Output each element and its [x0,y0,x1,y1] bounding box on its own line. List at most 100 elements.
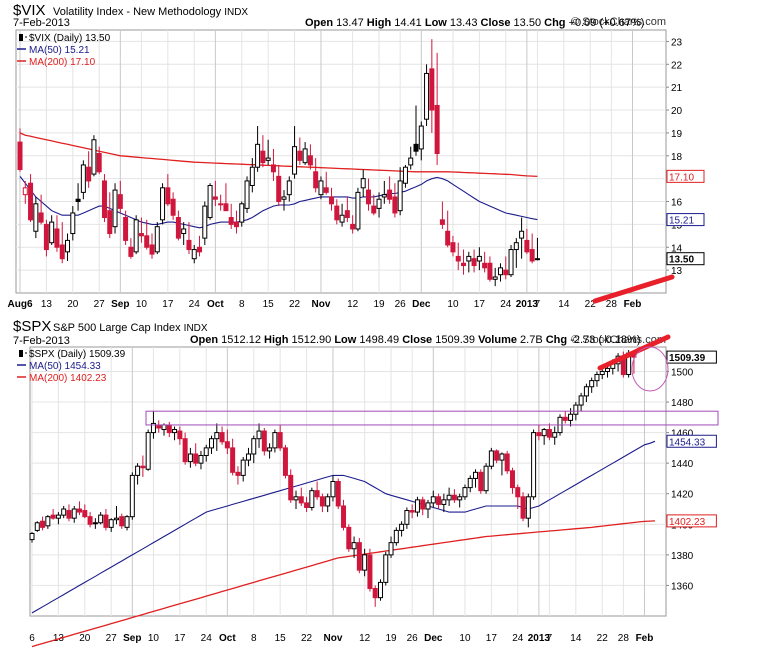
candle-body [251,438,257,455]
candle [49,215,55,245]
candle-body [408,157,414,166]
candle [393,527,399,546]
candle [325,493,331,513]
y-tick-label: 19 [671,129,683,140]
candle [402,164,408,188]
candle-body [330,481,336,498]
candle-body [573,404,579,415]
candle [519,217,525,259]
y-tick-label: 1500 [671,367,694,378]
candle-body [309,490,315,508]
candle-body [392,196,398,214]
candle-body [281,196,287,200]
x-tick-label: 14 [570,633,582,644]
candle-body [420,499,426,510]
candle [50,509,56,520]
candle [128,238,134,259]
candle [212,180,218,207]
candle-body [256,430,262,440]
y-tick-label: 14 [671,243,683,254]
candle [101,174,107,223]
candle [223,183,229,212]
candle-body [409,510,415,513]
price-tag-label: 1509.39 [669,353,706,364]
candle-body [261,430,267,452]
legend-label: MA(50) 1454.33 [29,361,101,372]
quote-high-value: 14.41 [394,17,425,29]
candle [87,512,93,528]
legend-entry: $SPX (Daily) 1509.39 [19,349,126,360]
candle-body [50,514,56,519]
candle-body [108,519,114,528]
candle-body [92,522,98,525]
candle [38,194,44,225]
candle-body [413,143,419,152]
candle [562,411,568,424]
candle-body [434,104,440,154]
candle-body [140,465,146,469]
candle-body [212,196,218,200]
candle [219,426,225,445]
candle [209,435,215,454]
candle [70,206,76,241]
candle-body [40,520,46,528]
candle [260,135,266,168]
candle-body [55,514,61,519]
candle [455,242,461,271]
candle [371,194,377,216]
candle [478,469,484,494]
candle [483,463,489,494]
candle-body [292,146,298,175]
candle-body [508,249,514,276]
candle-body [228,217,234,225]
candle-body [214,432,220,440]
candle-body [466,255,472,262]
quote-line: Open 13.47 High 14.41 Low 13.43 Close 13… [305,17,644,29]
chart-header: $SPX S&P 500 Large Cap Index INDX7-Feb-20… [13,318,208,347]
candle-body [455,255,461,262]
candle-body [98,514,104,524]
candle [589,377,595,393]
candle [45,515,51,529]
candle-body [71,508,77,519]
x-tick-label: 17 [486,633,498,644]
candles [29,350,637,607]
candle-body [482,262,488,269]
candle-body [451,494,457,501]
x-tick-label: Aug6 [8,299,33,310]
x-tick-label: Oct [207,299,224,310]
candle-body [209,438,215,449]
candle-body [497,267,503,276]
trendline-annotation [597,334,671,371]
legend-label: $VIX (Daily) 13.50 [29,33,111,44]
candle-body [536,432,542,437]
candle [108,518,114,532]
legend-label: MA(50) 15.21 [29,45,90,56]
candle [387,176,393,204]
candle-body [45,516,51,527]
candle [293,490,299,510]
candle [497,263,503,282]
candle [513,238,519,268]
candle-body [191,249,197,260]
candle-body [124,516,130,528]
candle [233,210,239,234]
x-tick-label: 19 [373,299,385,310]
candle [149,233,155,259]
candle-body [59,244,65,260]
ma50-line [31,440,656,614]
candle [270,148,276,181]
candle [392,183,398,218]
chart-name: S&P 500 Large Cap Index INDX [53,322,208,334]
candle [360,169,366,197]
candle-body [325,496,331,507]
candle-body [182,438,188,463]
candle [140,455,146,477]
candle-body [166,424,172,434]
legend-label: MA(200) 1402.23 [29,373,107,384]
candle-body [578,395,584,406]
candle-body [319,496,325,507]
candle [240,457,246,482]
x-tick-label: 17 [174,633,186,644]
candle [98,512,104,525]
